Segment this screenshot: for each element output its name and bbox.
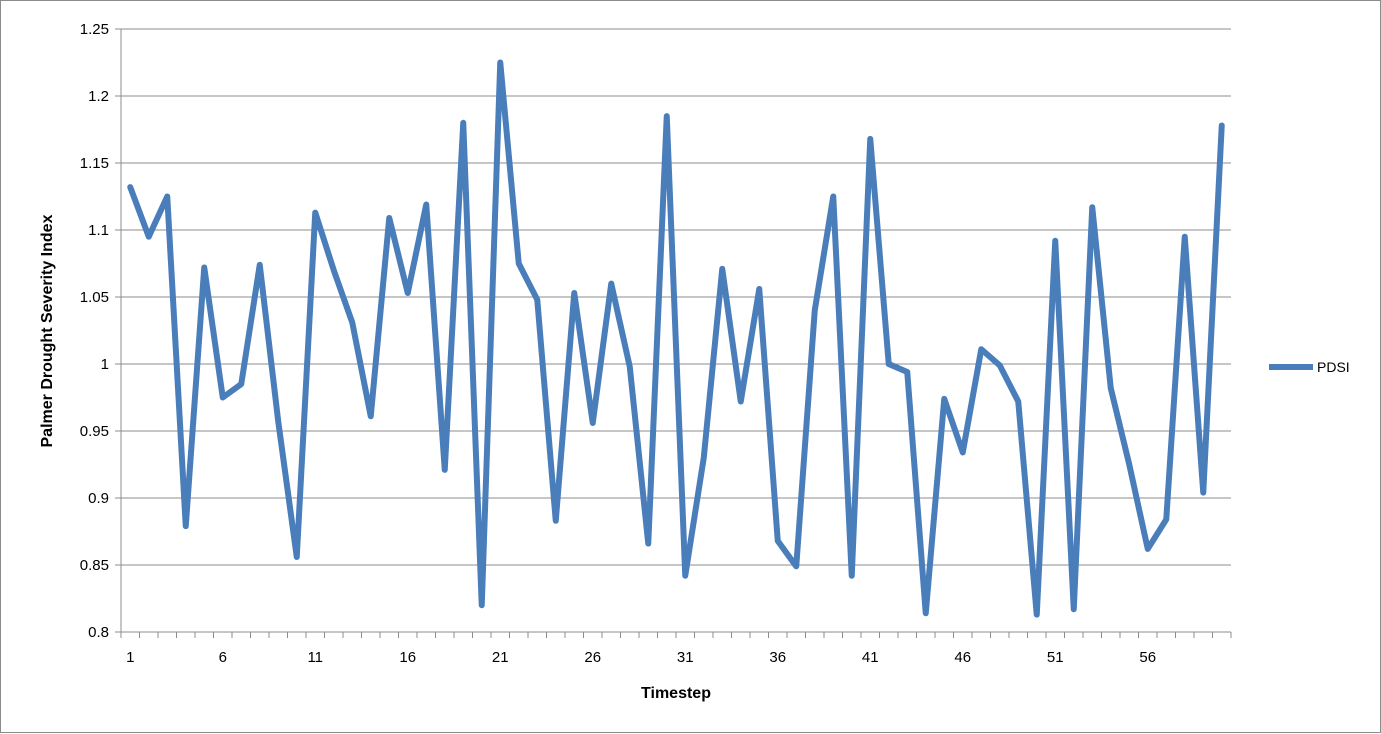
y-tick-label: 0.9: [88, 490, 109, 507]
series-line-pdsi: [127, 59, 1225, 618]
y-tick-label: 0.8: [88, 624, 109, 641]
x-axis-title: Timestep: [641, 685, 711, 702]
legend: PDSI: [1269, 359, 1350, 375]
y-tick-label: 1.2: [88, 88, 109, 105]
y-tick-label: 1.25: [80, 21, 109, 38]
y-tick-label: 0.95: [80, 423, 109, 440]
y-tick-label: 1: [101, 356, 109, 373]
series-layer: [127, 59, 1225, 618]
x-tick-label: 6: [219, 649, 227, 666]
y-tick-label: 1.1: [88, 222, 109, 239]
x-tick-label: 41: [862, 649, 879, 666]
x-tick-label: 1: [126, 649, 134, 666]
x-tick-label: 26: [584, 649, 601, 666]
x-tick-label: 51: [1047, 649, 1064, 666]
y-tick-labels: 0.8 0.85 0.9 0.95 1 1.05 1.1 1.15 1.2 1.25: [80, 21, 109, 641]
y-tick-label: 0.85: [80, 557, 109, 574]
x-tick-label: 16: [399, 649, 416, 666]
x-tick-label: 36: [769, 649, 786, 666]
legend-label-pdsi: PDSI: [1317, 359, 1350, 375]
x-tick-label: 56: [1139, 649, 1156, 666]
x-tick-label: 46: [954, 649, 971, 666]
axes: [120, 29, 1231, 633]
y-tick-label: 1.05: [80, 289, 109, 306]
x-tick-label: 11: [307, 649, 323, 666]
x-tick-label: 21: [492, 649, 509, 666]
y-tick-label: 1.15: [80, 155, 109, 172]
y-axis-title: Palmer Drought Severity Index: [39, 214, 56, 447]
x-tick-labels: 1 6 11 16 21 26 31 36 41 46 51 56: [126, 649, 1156, 666]
x-tick-label: 31: [677, 649, 694, 666]
